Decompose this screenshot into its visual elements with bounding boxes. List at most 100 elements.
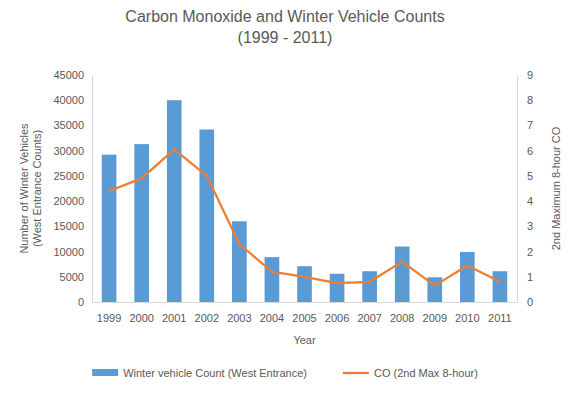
y-axis-title: Number of Winter Vehicles(West Entrance …	[18, 123, 43, 254]
tick: 2009	[423, 302, 447, 324]
tick-label: 2011	[488, 312, 512, 324]
tick-label: 2003	[227, 312, 251, 324]
tick-label: 0	[527, 296, 533, 308]
tick: 7	[517, 119, 533, 131]
legend-item: Winter vehicle Count (West Entrance)	[92, 367, 307, 379]
bar	[265, 257, 280, 302]
tick-label: 2004	[260, 312, 284, 324]
tick-label: 2006	[325, 312, 349, 324]
tick-label: 2009	[423, 312, 447, 324]
tick-label: 25000	[53, 170, 84, 182]
tick: 2007	[357, 302, 381, 324]
chart: Carbon Monoxide and Winter Vehicle Count…	[0, 0, 570, 393]
tick: 2010	[455, 302, 479, 324]
tick: 2000	[129, 302, 153, 324]
y-axis: 0 5000 10000 15000 20000 25000 30000 35000 40000…	[53, 69, 92, 308]
tick: 2005	[292, 302, 316, 324]
tick: 5000	[60, 271, 92, 283]
y2-axis-title: 2nd Maximum 8-hour CO	[550, 126, 562, 250]
bar	[199, 129, 214, 302]
legend-swatch	[92, 369, 118, 376]
line	[109, 149, 500, 285]
tick-label: 9	[527, 69, 533, 81]
tick-label: 4	[527, 195, 533, 207]
tick-label: 5000	[60, 271, 84, 283]
tick-label: 40000	[53, 94, 84, 106]
y-axis-title-line: (West Entrance Counts)	[31, 130, 43, 247]
tick-label: 0	[78, 296, 84, 308]
bar	[395, 247, 410, 302]
tick: 0	[517, 296, 533, 308]
title: Carbon Monoxide and Winter Vehicle Count…	[125, 8, 444, 46]
tick: 2004	[260, 302, 284, 324]
tick: 1	[517, 271, 533, 283]
tick-label: 2008	[390, 312, 414, 324]
y2-axis: 0 1 2 3 4 5 6 7 8 9	[517, 69, 533, 308]
tick-label: 15000	[53, 220, 84, 232]
tick: 2011	[488, 302, 512, 324]
tick-label: 6	[527, 145, 533, 157]
axis-line	[93, 302, 518, 303]
bar	[102, 155, 117, 302]
title-line: Carbon Monoxide and Winter Vehicle Count…	[125, 8, 444, 25]
tick: 4	[517, 195, 533, 207]
legend-label: Winter vehicle Count (West Entrance)	[123, 367, 307, 379]
tick: 8	[517, 94, 533, 106]
bar-series	[102, 100, 507, 302]
tick: 30000	[53, 145, 92, 157]
marks	[102, 100, 507, 302]
tick-label: 2005	[292, 312, 316, 324]
bar	[362, 271, 377, 302]
tick: 35000	[53, 119, 92, 131]
bar	[330, 274, 345, 302]
tick-label: 10000	[53, 246, 84, 258]
tick-label: 20000	[53, 195, 84, 207]
tick-label: 7	[527, 119, 533, 131]
bar	[493, 271, 508, 302]
legend: Winter vehicle Count (West Entrance) CO (…	[92, 367, 478, 379]
tick: 40000	[53, 94, 92, 106]
tick-label: 2	[527, 246, 533, 258]
tick-label: 1	[527, 271, 533, 283]
tick: 2008	[390, 302, 414, 324]
tick-label: 2007	[357, 312, 381, 324]
legend-item: CO (2nd Max 8-hour)	[343, 367, 478, 379]
tick: 10000	[53, 246, 92, 258]
tick-label: 8	[527, 94, 533, 106]
y-axis-title-line: Number of Winter Vehicles	[18, 123, 30, 254]
tick-label: 1999	[97, 312, 121, 324]
tick-label: 2000	[129, 312, 153, 324]
legend-label: CO (2nd Max 8-hour)	[374, 367, 478, 379]
tick-label: 45000	[53, 69, 84, 81]
tick-label: 3	[527, 220, 533, 232]
tick: 45000	[53, 69, 92, 81]
tick: 6	[517, 145, 533, 157]
tick: 9	[517, 69, 533, 81]
tick: 20000	[53, 195, 92, 207]
x-axis-title: Year	[293, 334, 316, 346]
plot: 0500010000150002000025000300003500040000…	[53, 69, 533, 324]
tick-label: 2001	[162, 312, 186, 324]
tick: 1999	[97, 302, 121, 324]
tick: 2006	[325, 302, 349, 324]
bar	[297, 266, 312, 302]
title-line: (1999 - 2011)	[238, 29, 333, 46]
tick: 25000	[53, 170, 92, 182]
tick-label: 35000	[53, 119, 84, 131]
tick-label: 5	[527, 170, 533, 182]
tick: 2003	[227, 302, 251, 324]
tick: 2	[517, 246, 533, 258]
bar	[167, 100, 182, 302]
bar	[134, 144, 149, 302]
tick-label: 2010	[455, 312, 479, 324]
x-axis: 1999 2000 2001 2002 2003 2004 2005 2006 2007 2008…	[93, 302, 518, 324]
tick: 2002	[195, 302, 219, 324]
tick: 2001	[162, 302, 186, 324]
axis-line	[92, 76, 93, 303]
legend-swatch	[343, 372, 369, 374]
tick: 3	[517, 220, 533, 232]
tick: 0	[78, 296, 92, 308]
tick-label: 2002	[195, 312, 219, 324]
tick: 5	[517, 170, 533, 182]
tick-label: 30000	[53, 145, 84, 157]
